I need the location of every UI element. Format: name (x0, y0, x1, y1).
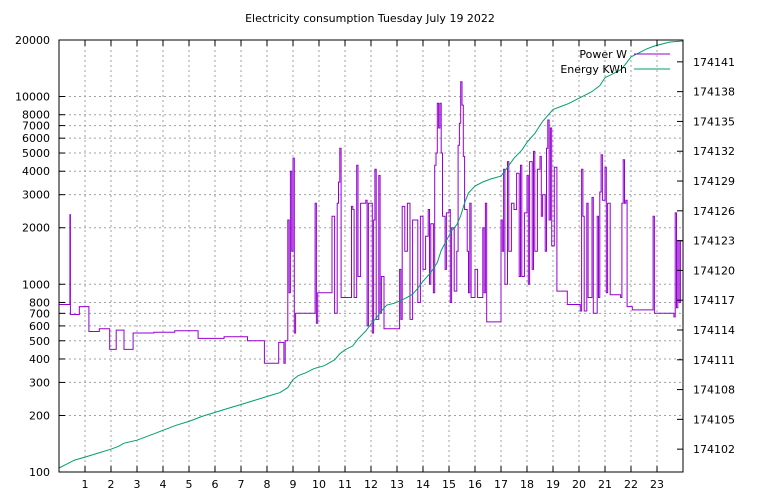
y-tick-label: 2000 (22, 222, 50, 235)
y-tick-label: 20000 (15, 34, 50, 47)
x-tick-label: 1 (82, 478, 89, 491)
x-tick-label: 2 (108, 478, 115, 491)
x-tick-label: 18 (520, 478, 534, 491)
y-tick-label: 800 (29, 296, 50, 309)
x-tick-label: 10 (312, 478, 326, 491)
x-tick-label: 20 (572, 478, 586, 491)
y-tick-label: 8000 (22, 109, 50, 122)
x-tick-label: 21 (598, 478, 612, 491)
x-tick-label: 12 (364, 478, 378, 491)
x-tick-label: 19 (546, 478, 560, 491)
y2-tick-label: 174117 (693, 294, 735, 307)
y-tick-label: 100 (29, 466, 50, 479)
x-tick-label: 6 (212, 478, 219, 491)
y2-tick-label: 174108 (693, 384, 735, 397)
y2-tick-label: 174126 (693, 205, 735, 218)
y-tick-label: 7000 (22, 120, 50, 133)
y-tick-label: 6000 (22, 132, 50, 145)
x-tick-label: 7 (238, 478, 245, 491)
y2-tick-label: 174120 (693, 264, 735, 277)
series-lines (58, 40, 684, 469)
y2-tick-label: 174102 (693, 443, 735, 456)
x-tick-label: 3 (134, 478, 141, 491)
y2-tick-label: 174123 (693, 235, 735, 248)
x-tick-label: 16 (468, 478, 482, 491)
legend-label-power-w: Power W (579, 48, 627, 61)
series-power-w-line (59, 81, 683, 364)
x-tick-label: 22 (624, 478, 638, 491)
y-tick-label: 500 (29, 335, 50, 348)
legend: Power W Energy KWh (560, 48, 670, 76)
y2-tick-label: 174129 (693, 175, 735, 188)
chart-title: Electricity consumption Tuesday July 19 … (245, 12, 495, 25)
x-tick-label: 23 (650, 478, 664, 491)
y-tick-label: 4000 (22, 165, 50, 178)
grid-lines (59, 39, 683, 473)
y2-tick-label: 174114 (693, 324, 735, 337)
y-tick-label: 1000 (22, 278, 50, 291)
legend-label-energy-kwh: Energy KWh (560, 63, 627, 76)
y2-tick-label: 174135 (693, 115, 735, 128)
x-tick-label: 17 (494, 478, 508, 491)
y-tick-label: 600 (29, 320, 50, 333)
y2-tick-label: 174138 (693, 86, 735, 99)
y2-tick-label: 174141 (693, 56, 735, 69)
y-tick-label: 200 (29, 409, 50, 422)
y-tick-label: 300 (29, 376, 50, 389)
y-tick-label: 3000 (22, 189, 50, 202)
y-tick-label: 700 (29, 307, 50, 320)
x-tick-label: 13 (390, 478, 404, 491)
y2-tick-label: 174132 (693, 145, 735, 158)
x-tick-label: 5 (186, 478, 193, 491)
y2-tick-label: 174105 (693, 413, 735, 426)
x-tick-label: 11 (338, 478, 352, 491)
y-tick-label: 400 (29, 353, 50, 366)
x-tick-label: 4 (160, 478, 167, 491)
y-tick-label: 10000 (15, 91, 50, 104)
y2-tick-label: 174111 (693, 354, 735, 367)
x-tick-label: 9 (290, 478, 297, 491)
x-tick-label: 14 (416, 478, 430, 491)
y-tick-label: 5000 (22, 147, 50, 160)
series-energy-kwh-line (58, 40, 684, 469)
x-tick-label: 15 (442, 478, 456, 491)
axes: 1 2 3 4 5 6 7 8 9 10 11 12 13 14 15 16 17 18 19 20 21 22 23100… (15, 34, 735, 491)
x-tick-label: 8 (264, 478, 271, 491)
